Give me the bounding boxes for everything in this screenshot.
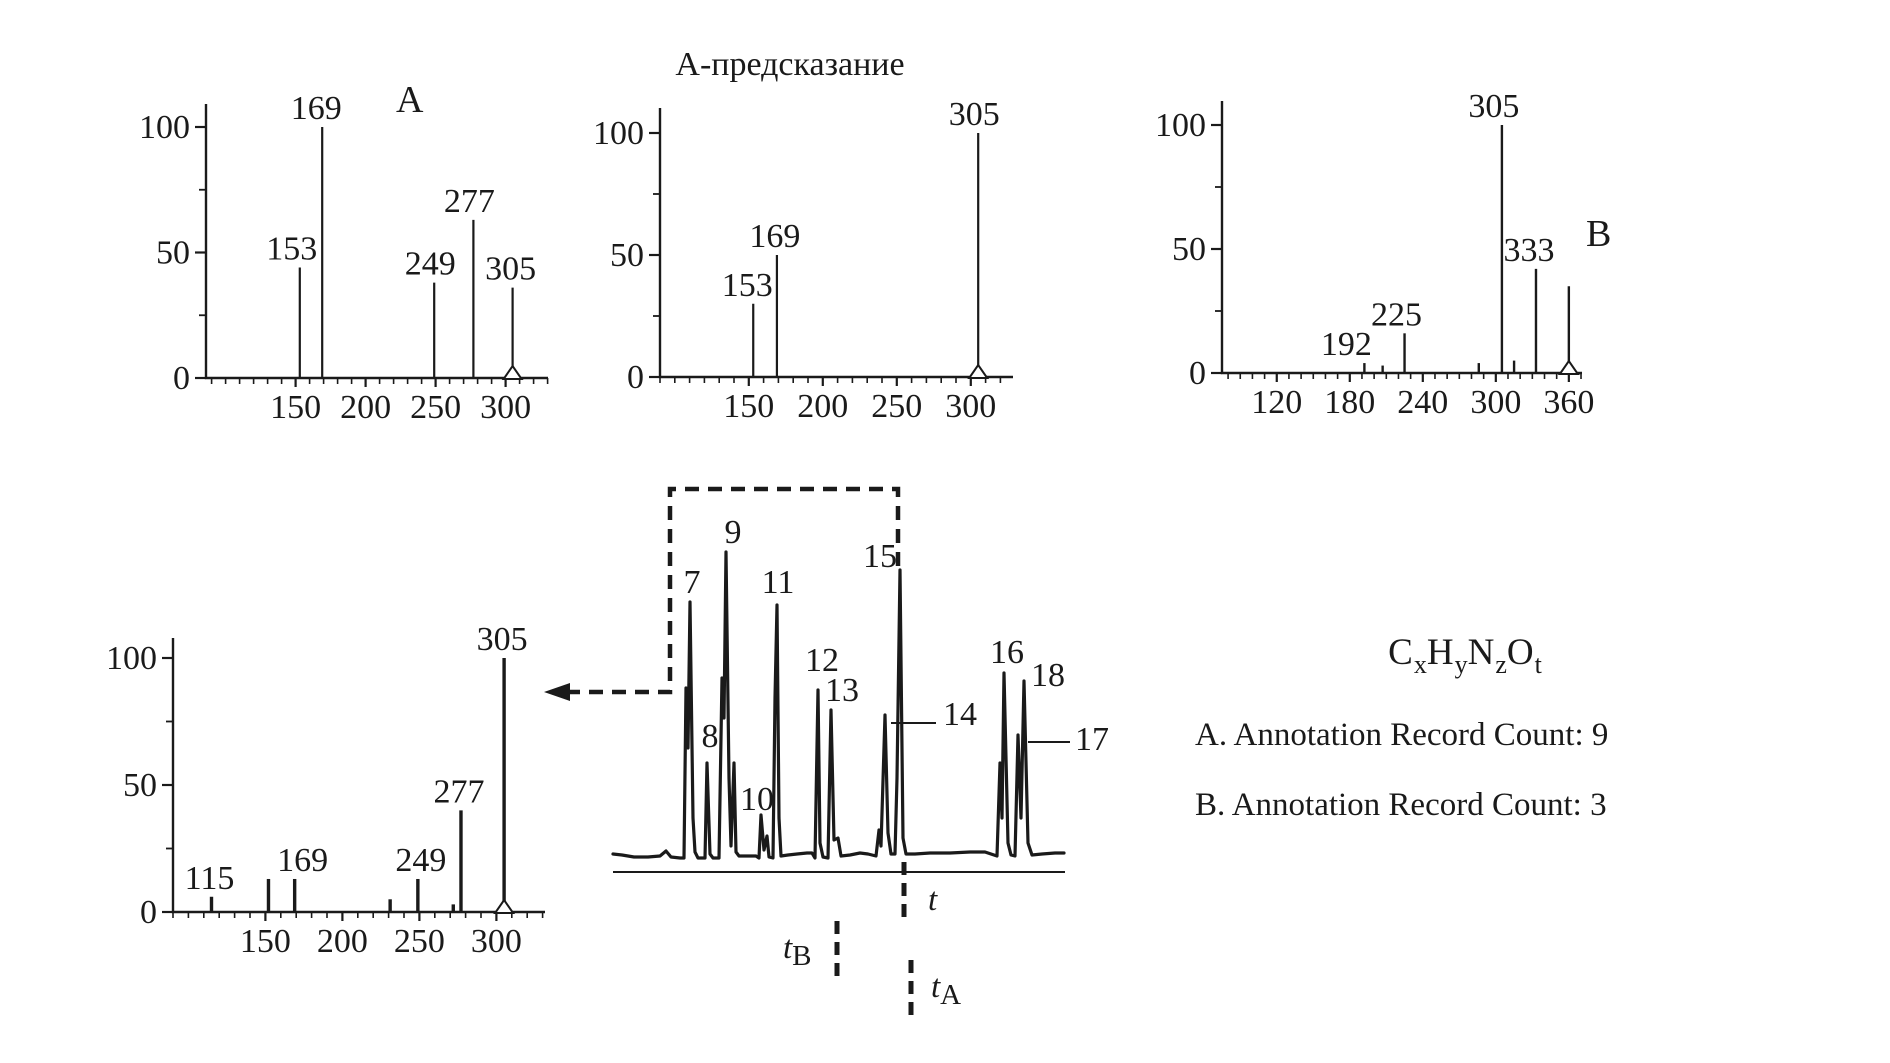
- tick-or-peak-label: 50: [610, 237, 644, 274]
- tick-or-peak-label: 305: [477, 621, 528, 658]
- formula-n: N: [1467, 632, 1496, 673]
- tick-or-peak-label: 250: [871, 388, 922, 425]
- formula-sub-t: t: [1534, 650, 1542, 679]
- tick-or-peak-label: 249: [405, 246, 456, 283]
- dashed-link-box: [558, 486, 901, 695]
- tick-or-peak-label: 120: [1251, 384, 1302, 421]
- tb-sub: B: [792, 940, 812, 972]
- tick-or-peak-label: 180: [1324, 384, 1375, 421]
- formula-h: H: [1426, 632, 1455, 673]
- tick-or-peak-label: 300: [1470, 384, 1521, 421]
- tick-or-peak-label: 277: [433, 773, 484, 810]
- tick-or-peak-label: 169: [277, 842, 328, 879]
- tick-or-peak-label: 250: [410, 389, 461, 426]
- tick-or-peak-label: 7: [684, 564, 701, 601]
- annotation-count-a: A. Annotation Record Count: 9: [1195, 717, 1609, 753]
- ta-sub: A: [940, 979, 962, 1011]
- retention-time-b-label: tB: [783, 930, 812, 972]
- tick-or-peak-label: 277: [444, 183, 495, 220]
- tick-or-peak-label: 153: [722, 267, 773, 304]
- molecular-ion-marker: [501, 364, 524, 380]
- tick-or-peak-label: 305: [949, 96, 1000, 133]
- tick-or-peak-label: 9: [725, 514, 742, 551]
- panel-label-b: B: [1586, 213, 1612, 255]
- tick-or-peak-label: 249: [395, 842, 446, 879]
- formula-sub-x: x: [1413, 650, 1427, 679]
- tick-or-peak-label: 225: [1371, 296, 1422, 333]
- tick-or-peak-label: 300: [471, 923, 522, 960]
- tick-or-peak-label: 150: [270, 389, 321, 426]
- tick-or-peak-label: 0: [627, 359, 644, 396]
- spectrum-spec-pred: 0 50 100 150 200 250 300 153 169 305: [593, 96, 1013, 425]
- tb-base: t: [783, 930, 793, 966]
- tick-or-peak-label: 14: [943, 696, 977, 733]
- formula-c: C: [1388, 632, 1414, 673]
- molecular-formula: CxHyNzOt: [1310, 631, 1620, 679]
- axes: [658, 108, 1013, 379]
- tick-or-peak-label: 200: [340, 389, 391, 426]
- molecular-ion-marker: [493, 898, 516, 914]
- time-axis-label: t: [928, 882, 937, 919]
- tick-or-peak-label: 150: [240, 923, 291, 960]
- tick-or-peak-label: 100: [1155, 107, 1206, 144]
- tick-or-peak-label: 100: [106, 640, 157, 677]
- tick-or-peak-label: 240: [1397, 384, 1448, 421]
- formula-sub-y: y: [1454, 650, 1468, 679]
- formula-sub-z: z: [1495, 650, 1507, 679]
- tick-or-peak-label: 10: [740, 781, 774, 818]
- tick-or-peak-label: 305: [485, 251, 536, 288]
- axes: [204, 104, 548, 380]
- tick-or-peak-label: 50: [123, 767, 157, 804]
- tick-or-peak-label: 18: [1031, 657, 1065, 694]
- tick-or-peak-label: 360: [1543, 384, 1594, 421]
- tick-or-peak-label: 300: [945, 388, 996, 425]
- tick-or-peak-label: 50: [1172, 231, 1206, 268]
- retention-time-a-label: tA: [931, 969, 961, 1011]
- tick-or-peak-label: 153: [266, 231, 317, 268]
- annotation-count-b: B. Annotation Record Count: 3: [1195, 787, 1607, 823]
- t-label-text: t: [928, 882, 938, 918]
- spectrum-spec-a: 0 50 100 150 200 250 300 153 169 249 277 305: [139, 90, 549, 426]
- molecular-ion-marker: [967, 363, 990, 379]
- tick-or-peak-label: 169: [291, 90, 342, 127]
- tick-or-peak-label: 11: [762, 564, 795, 601]
- tick-or-peak-label: 100: [593, 115, 644, 152]
- tick-or-peak-label: 300: [480, 389, 531, 426]
- tick-or-peak-label: 100: [139, 109, 190, 146]
- tick-or-peak-label: 0: [140, 894, 157, 931]
- ta-base: t: [931, 969, 941, 1005]
- tick-or-peak-label: 200: [797, 388, 848, 425]
- panel-label-a: A: [396, 79, 424, 121]
- tick-or-peak-label: 333: [1503, 232, 1554, 269]
- chromatogram-trace: [611, 550, 1066, 860]
- left-arrow-icon: [544, 683, 570, 701]
- spectrum-spec-15: 0 50 100 150 200 250 300 115 169 249 277 305: [106, 621, 545, 960]
- tick-or-peak-label: 305: [1468, 88, 1519, 125]
- tick-or-peak-label: 17: [1075, 721, 1109, 758]
- molecular-ion-marker: [1557, 359, 1580, 375]
- tick-or-peak-label: 0: [1189, 355, 1206, 392]
- formula-o: O: [1506, 632, 1535, 673]
- middle-spectrum-title: А-предсказание: [675, 46, 905, 83]
- tick-or-peak-label: 16: [990, 634, 1024, 671]
- tick-or-peak-label: 115: [185, 860, 235, 897]
- tick-or-peak-label: 50: [156, 235, 190, 272]
- tick-or-peak-label: 13: [825, 672, 859, 709]
- tick-or-peak-label: 8: [702, 718, 719, 755]
- tick-or-peak-label: 150: [723, 388, 774, 425]
- tick-or-peak-label: 169: [749, 218, 800, 255]
- tick-or-peak-label: 192: [1321, 326, 1372, 363]
- tick-or-peak-label: 200: [317, 923, 368, 960]
- tick-or-peak-label: 0: [173, 360, 190, 397]
- tick-or-peak-label: 12: [805, 642, 839, 679]
- tick-or-peak-label: 250: [394, 923, 445, 960]
- tick-or-peak-label: 15: [863, 538, 897, 575]
